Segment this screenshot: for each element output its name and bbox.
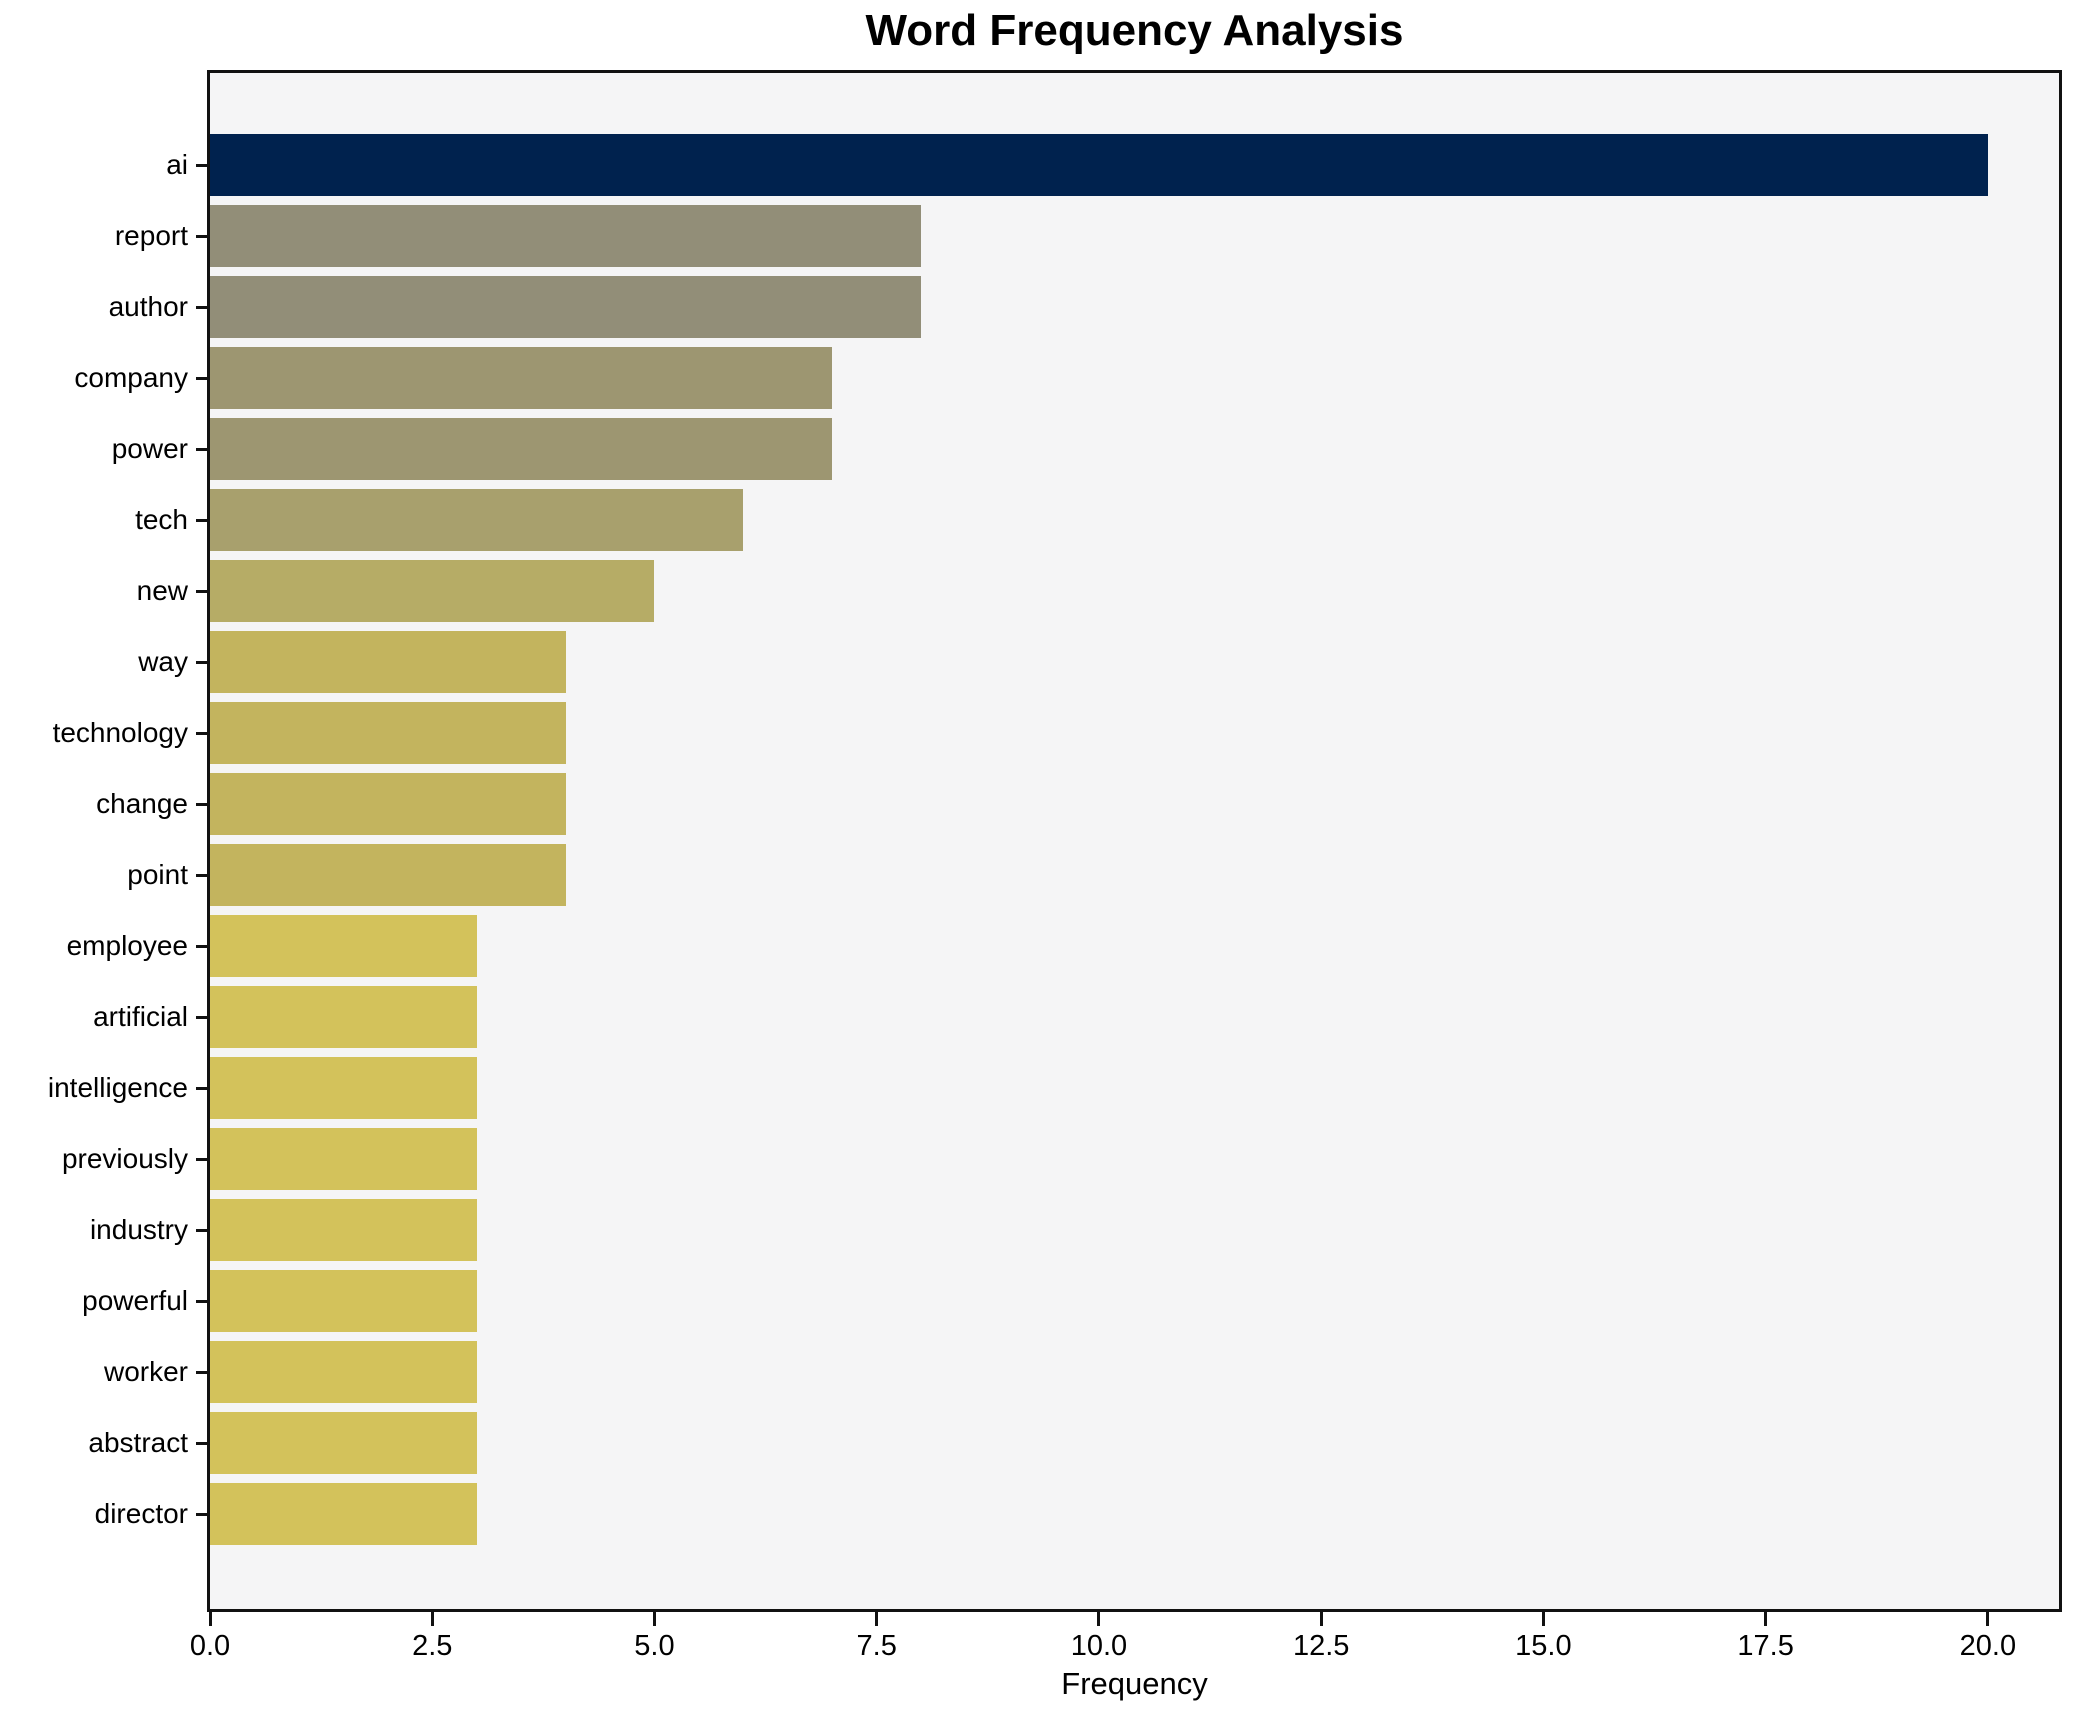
x-tick-mark bbox=[1319, 1612, 1323, 1626]
y-tick-mark bbox=[196, 305, 207, 309]
y-tick-label-change: change bbox=[96, 788, 188, 819]
y-tick-mark bbox=[196, 1015, 207, 1019]
y-tick-mark bbox=[196, 518, 207, 522]
y-tick-label-artificial: artificial bbox=[93, 1001, 188, 1032]
y-tick-mark bbox=[196, 1086, 207, 1090]
bar-report bbox=[210, 205, 922, 267]
x-tick-mark bbox=[652, 1612, 656, 1626]
y-tick-mark bbox=[196, 1157, 207, 1161]
bar-abstract bbox=[210, 1412, 477, 1474]
y-tick-mark bbox=[196, 376, 207, 380]
x-tick-label-20.0: 20.0 bbox=[1959, 1630, 2017, 1662]
y-tick-label-ai: ai bbox=[166, 149, 188, 180]
bar-industry bbox=[210, 1199, 477, 1261]
y-tick-mark bbox=[196, 660, 207, 664]
y-tick-mark bbox=[196, 1299, 207, 1303]
y-tick-label-power: power bbox=[111, 433, 188, 464]
x-tick-mark bbox=[1986, 1612, 1990, 1626]
x-tick-label-12.5: 12.5 bbox=[1292, 1630, 1350, 1662]
bar-worker bbox=[210, 1341, 477, 1403]
x-axis-label: Frequency bbox=[1061, 1666, 1208, 1701]
y-tick-label-intelligence: intelligence bbox=[47, 1072, 188, 1103]
x-tick-label-10.0: 10.0 bbox=[1070, 1630, 1128, 1662]
x-tick-mark bbox=[208, 1612, 212, 1626]
plot-area bbox=[207, 70, 2062, 1612]
bar-director bbox=[210, 1483, 477, 1545]
x-tick-label-0.0: 0.0 bbox=[189, 1630, 231, 1662]
y-tick-mark bbox=[196, 1370, 207, 1374]
x-tick-mark bbox=[1097, 1612, 1101, 1626]
x-tick-label-5.0: 5.0 bbox=[634, 1630, 675, 1662]
y-tick-label-way: way bbox=[138, 646, 188, 677]
bar-power bbox=[210, 418, 833, 480]
bar-technology bbox=[210, 702, 566, 764]
y-tick-mark bbox=[196, 589, 207, 593]
bar-author bbox=[210, 276, 922, 338]
x-tick-mark bbox=[1764, 1612, 1768, 1626]
y-tick-label-director: director bbox=[94, 1498, 188, 1529]
bar-intelligence bbox=[210, 1057, 477, 1119]
bar-previously bbox=[210, 1128, 477, 1190]
y-tick-mark bbox=[196, 234, 207, 238]
y-tick-mark bbox=[196, 944, 207, 948]
bar-tech bbox=[210, 489, 744, 551]
y-tick-label-report: report bbox=[114, 220, 188, 251]
y-tick-mark bbox=[196, 802, 207, 806]
y-tick-label-point: point bbox=[127, 859, 188, 890]
y-tick-label-previously: previously bbox=[61, 1143, 188, 1174]
x-tick-label-2.5: 2.5 bbox=[412, 1630, 453, 1662]
x-tick-label-15.0: 15.0 bbox=[1515, 1630, 1572, 1662]
y-tick-mark bbox=[196, 873, 207, 877]
chart-title: Word Frequency Analysis bbox=[865, 6, 1404, 55]
y-tick-mark bbox=[196, 163, 207, 167]
x-tick-mark bbox=[430, 1612, 434, 1626]
y-tick-mark bbox=[196, 1441, 207, 1445]
x-tick-label-17.5: 17.5 bbox=[1737, 1630, 1794, 1662]
y-tick-label-abstract: abstract bbox=[88, 1427, 188, 1458]
bar-company bbox=[210, 347, 833, 409]
bar-ai bbox=[210, 134, 1988, 196]
x-tick-label-7.5: 7.5 bbox=[856, 1630, 897, 1662]
bar-employee bbox=[210, 915, 477, 977]
y-tick-mark bbox=[196, 1228, 207, 1232]
y-tick-label-new: new bbox=[136, 575, 188, 606]
y-tick-label-industry: industry bbox=[89, 1214, 188, 1245]
x-tick-mark bbox=[1541, 1612, 1545, 1626]
x-tick-mark bbox=[875, 1612, 879, 1626]
y-tick-label-technology: technology bbox=[52, 717, 188, 748]
y-tick-mark bbox=[196, 447, 207, 451]
bar-new bbox=[210, 560, 655, 622]
y-tick-label-tech: tech bbox=[135, 504, 188, 535]
y-tick-label-employee: employee bbox=[66, 930, 188, 961]
y-tick-mark bbox=[196, 1512, 207, 1516]
y-tick-label-company: company bbox=[74, 362, 188, 393]
bar-point bbox=[210, 844, 566, 906]
y-tick-label-worker: worker bbox=[103, 1356, 188, 1387]
bar-artificial bbox=[210, 986, 477, 1048]
y-tick-label-author: author bbox=[108, 291, 188, 322]
y-tick-label-powerful: powerful bbox=[82, 1285, 188, 1316]
y-tick-mark bbox=[196, 731, 207, 735]
bar-way bbox=[210, 631, 566, 693]
bar-powerful bbox=[210, 1270, 477, 1332]
bar-change bbox=[210, 773, 566, 835]
